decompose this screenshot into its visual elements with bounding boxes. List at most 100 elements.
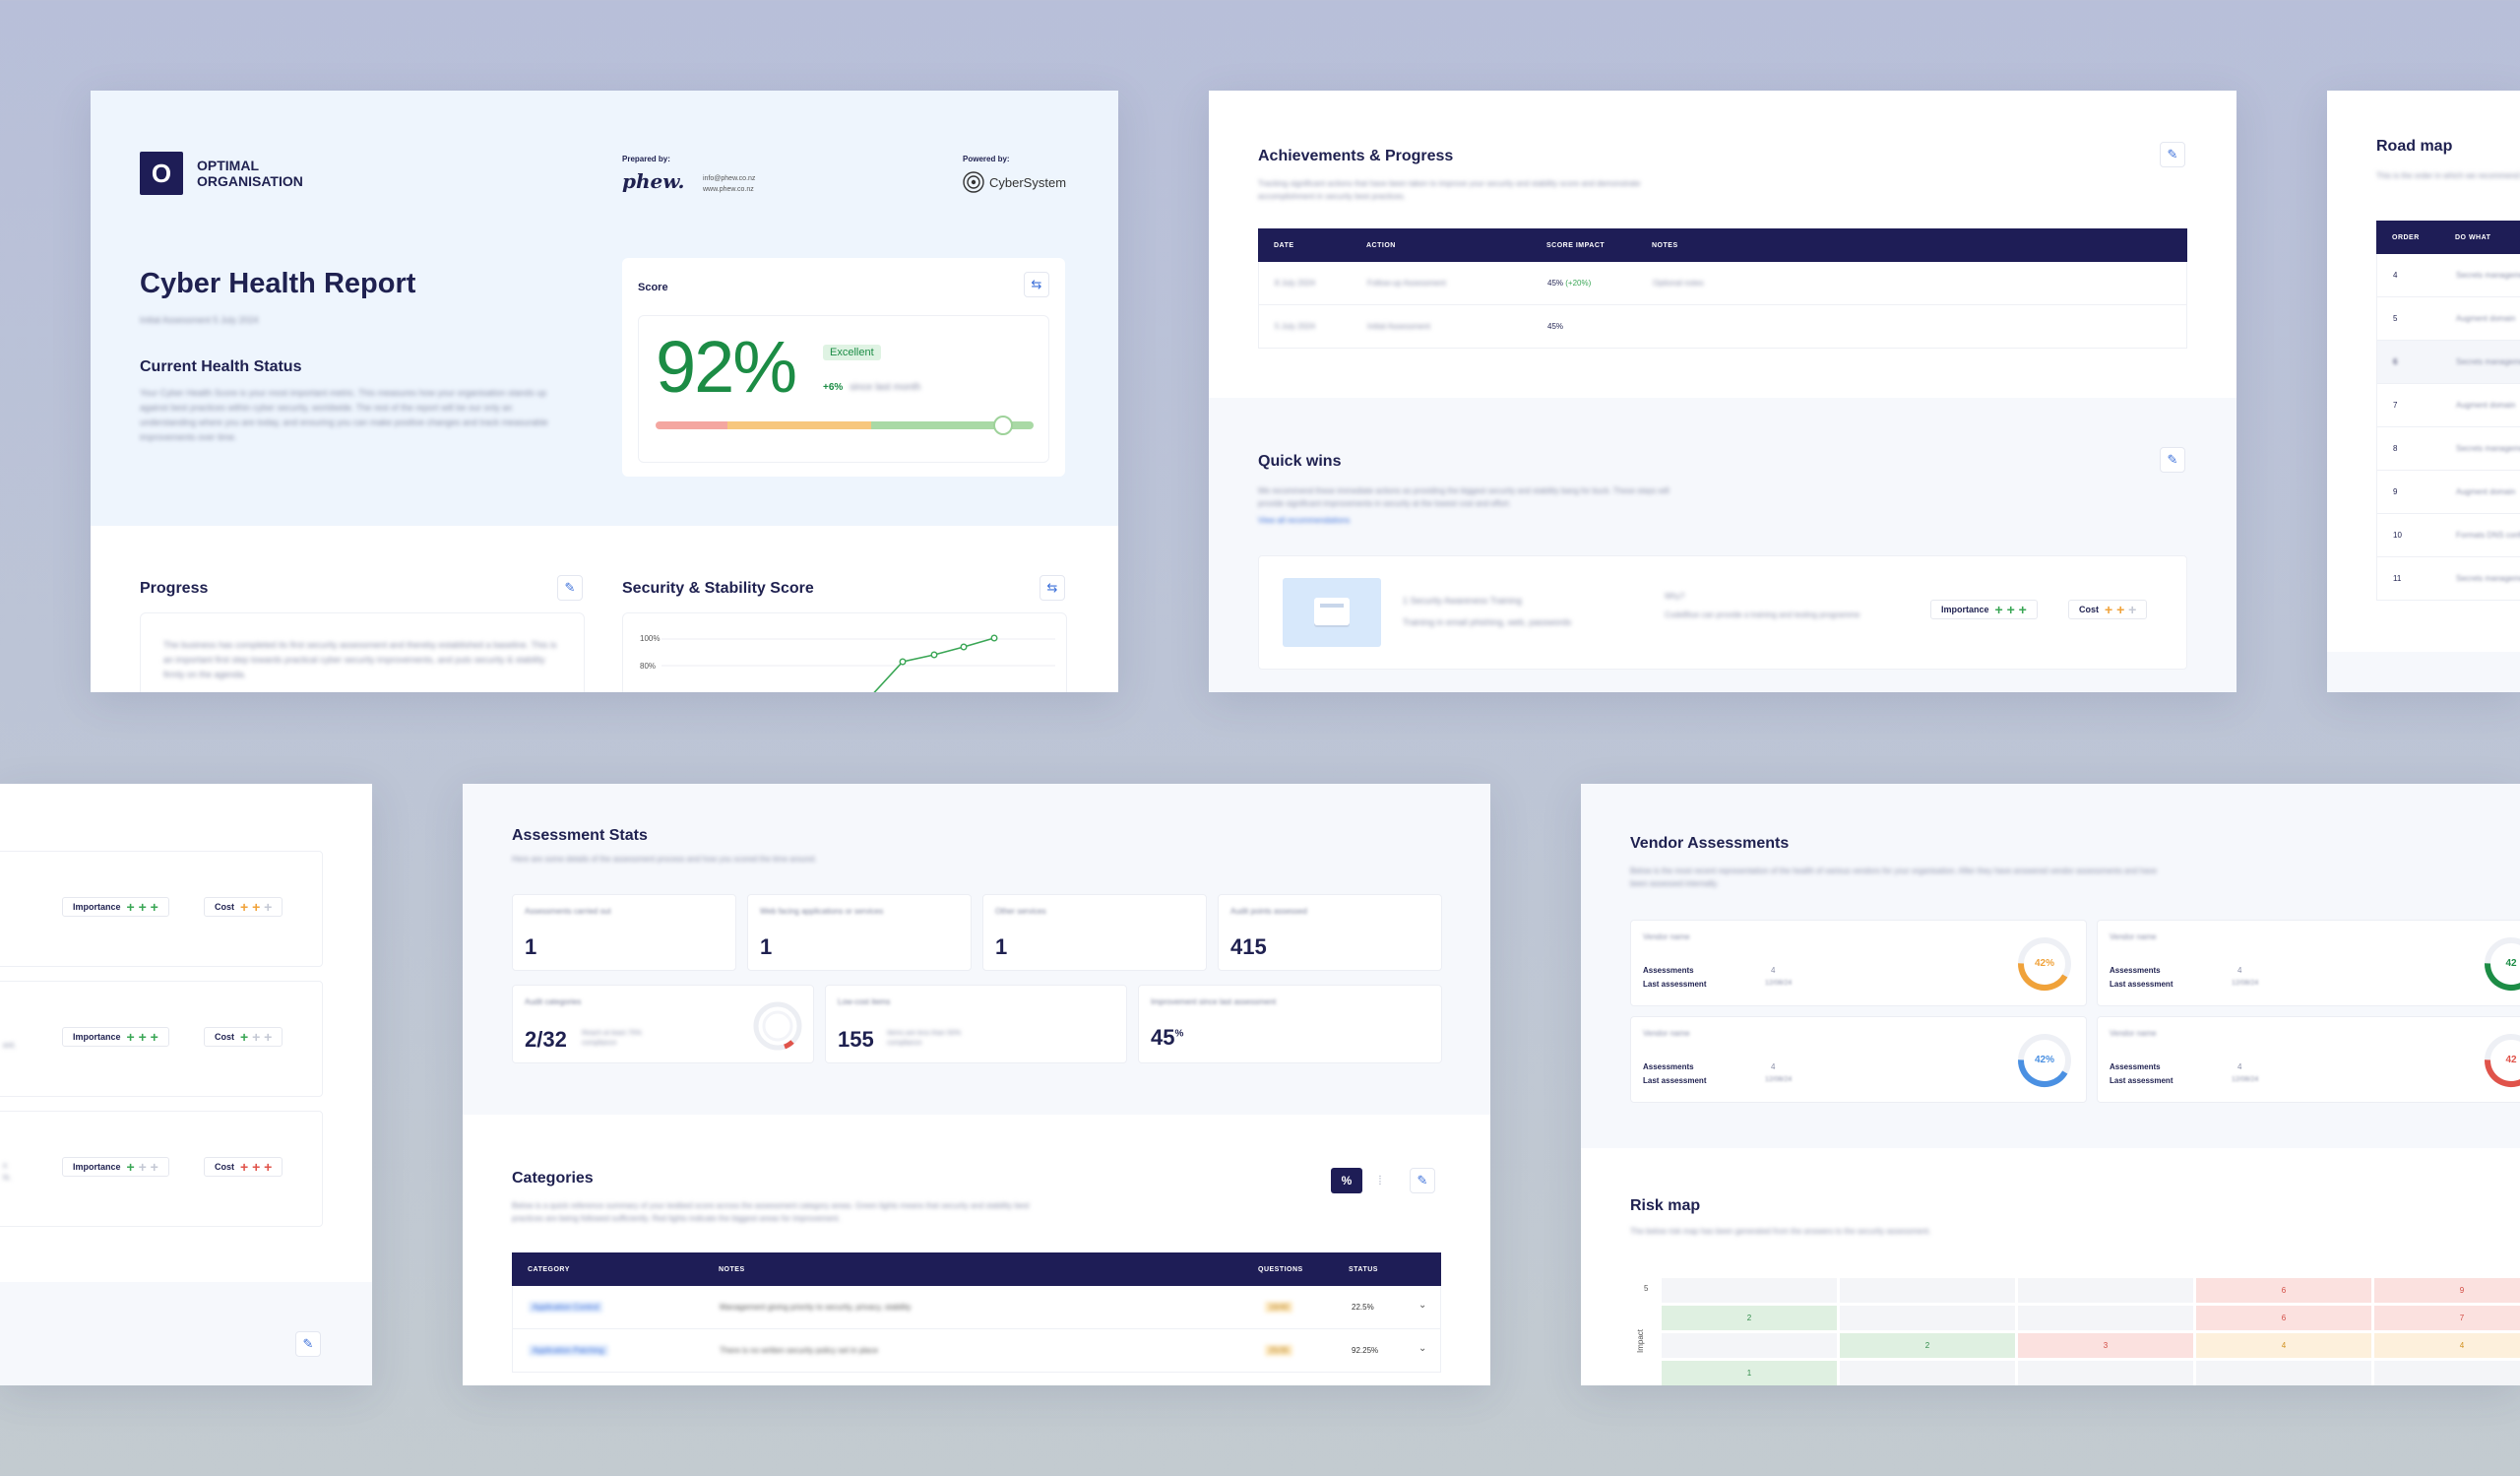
roadmap-heading: Road map [2376,138,2453,155]
risk-cell: 3 [2018,1333,2193,1358]
table-row[interactable]: 5 July 2024 Initial Assessment 45% [1258,305,2187,349]
stat-other-services: Other services 1 [982,894,1207,971]
count-toggle[interactable]: ⦙ [1378,1173,1382,1187]
achievements-desc: Tracking significant actions that have b… [1258,179,1641,201]
progress-text: The business has completed its first sec… [163,640,557,679]
cybersystem-logo: CyberSystem [963,171,1066,193]
table-row[interactable]: 9 Augment domain [2376,471,2520,514]
table-row[interactable]: Application Patching There is no written… [512,1329,1441,1373]
chevron-down-icon[interactable]: ⌄ [1418,1343,1427,1354]
sss-tick-100: 100% [640,634,661,643]
vendor-name: Vendor name [1643,1029,1690,1038]
risk-cell [2374,1361,2520,1385]
risk-cell: 2 [1840,1333,2015,1358]
col-action: ACTION [1366,241,1396,249]
quick-wins-heading: Quick wins [1258,453,1342,470]
sss-swap-button[interactable]: ⇆ [1040,575,1065,601]
sss-heading: Security & Stability Score [622,580,814,597]
vendor-score-ring [2485,1034,2520,1087]
score-label: Score [638,282,668,293]
org-name-line2: ORGANISATION [197,173,303,189]
achievements-edit-button[interactable]: ✎ [2160,142,2185,167]
roadmap-table-header: ORDER DO WHAT [2376,221,2520,254]
col-notes: NOTES [1652,241,1678,249]
col-date: DATE [1274,241,1294,249]
prepared-by-label: Prepared by: [622,155,670,163]
categories-heading: Categories [512,1170,594,1187]
chevron-down-icon[interactable]: ⌄ [1418,1300,1427,1311]
progress-edit-button[interactable]: ✎ [557,575,583,601]
prepared-email[interactable]: info@phew.co.nz [703,175,756,182]
vendor-card[interactable]: Vendor name Assessments 4 Last assessment 12… [2097,1016,2520,1103]
recommendations-edit-button[interactable]: ✎ [295,1331,321,1357]
risk-map-heading: Risk map [1630,1197,1701,1214]
vendor-name: Vendor name [2110,1029,2157,1038]
recommendation-row[interactable]: ent. Importance + + + Cost + + + [0,981,323,1097]
quick-win-item[interactable]: 1 Security Awareness Training Training i… [1258,555,2187,670]
vendor-card[interactable]: Vendor name Assessments 4 Last assessment 12… [1630,920,2087,1006]
score-bar [656,421,1034,429]
quick-wins-desc: We recommend these immediate actions as … [1258,486,1670,508]
risk-cell [1840,1361,2015,1385]
risk-y-tick: 5 [1644,1284,1649,1293]
score-badge: Excellent [823,345,881,360]
achievements-card: Achievements & Progress ✎ Tracking signi… [1209,91,2236,692]
categories-desc: Below is a quick reference summary of yo… [512,1201,1030,1223]
vendor-card[interactable]: Vendor name Assessments 4 Last assessment 12… [2097,920,2520,1006]
categories-table-header: CATEGORY NOTES QUESTIONS STATUS [512,1252,1441,1286]
recommendation-row[interactable]: s ts. Importance + + + Cost + + + [0,1111,323,1227]
powered-by-label: Powered by: [963,155,1010,163]
risk-cell: 6 [2196,1278,2371,1303]
recommendation-row[interactable]: Importance + + + Cost + + + [0,851,323,967]
quick-wins-edit-button[interactable]: ✎ [2160,447,2185,473]
status-text: Your Cyber Health Score is your most imp… [140,388,548,442]
prepared-website[interactable]: www.phew.co.nz [703,186,754,193]
vendor-score-ring [2485,937,2520,991]
vendor-score-ring [2018,937,2071,991]
table-row[interactable]: Application Control Management giving pr… [512,1286,1441,1329]
org-name-line1: OPTIMAL [197,158,259,173]
risk-cell [2018,1306,2193,1330]
risk-cell [1662,1278,1837,1303]
vendor-assessments-card: Vendor Assessments Below is the most rec… [1581,784,2520,1385]
stat-audit-categories: Audit categories 2/32 Reach at least 75%… [512,985,814,1063]
score-indicator [993,416,1014,435]
page-title: Cyber Health Report [140,268,416,299]
risk-cell: 6 [2196,1306,2371,1330]
stat-improvement: Improvement since last assessment 45% [1138,985,1442,1063]
table-row[interactable]: 10 Formats DNS config [2376,514,2520,557]
risk-cell: 9 [2374,1278,2520,1303]
vendor-score-value: 42 [2505,958,2517,969]
importance-rating: Importance + + + [1930,600,2038,619]
org-logo: O [140,152,183,195]
sss-line-chart [662,634,1055,692]
phew-logo: phew. [622,169,685,193]
risk-cell [2018,1278,2193,1303]
vendor-card[interactable]: Vendor name Assessments 4 Last assessment 12… [1630,1016,2087,1103]
table-row[interactable]: 5 Augment domain [2376,297,2520,341]
recommendations-card: Importance + + + Cost + + + ent. Importanc… [0,784,372,1385]
vendor-score-value: 42 [2505,1055,2517,1065]
percent-toggle[interactable]: % [1331,1168,1362,1193]
cost-rating: Cost + + + [2068,600,2148,619]
table-row[interactable]: 7 Augment domain [2376,384,2520,427]
swap-button[interactable]: ⇆ [1024,272,1049,297]
progress-heading: Progress [140,580,209,597]
cyber-health-report-card: O OPTIMAL ORGANISATION Prepared by: phew… [91,91,1118,692]
roadmap-desc: This is the order in which we recommend … [2376,171,2520,180]
categories-edit-button[interactable]: ✎ [1410,1168,1435,1193]
risk-cell [1840,1278,2015,1303]
categories-ring [753,1001,802,1051]
quick-wins-link[interactable]: View all recommendations [1258,516,1351,525]
stat-web-apps: Web facing applications or services 1 [747,894,972,971]
table-row[interactable]: 8 July 2024 Follow-up Assessment 45% (+2… [1258,262,2187,305]
vendor-score-value: 42% [2034,958,2054,969]
vendor-score-ring [2018,1034,2071,1087]
risk-cell: 4 [2196,1333,2371,1358]
stat-low-cost: Low-cost items 155 Items are less than 5… [825,985,1127,1063]
stats-heading: Assessment Stats [512,827,648,844]
